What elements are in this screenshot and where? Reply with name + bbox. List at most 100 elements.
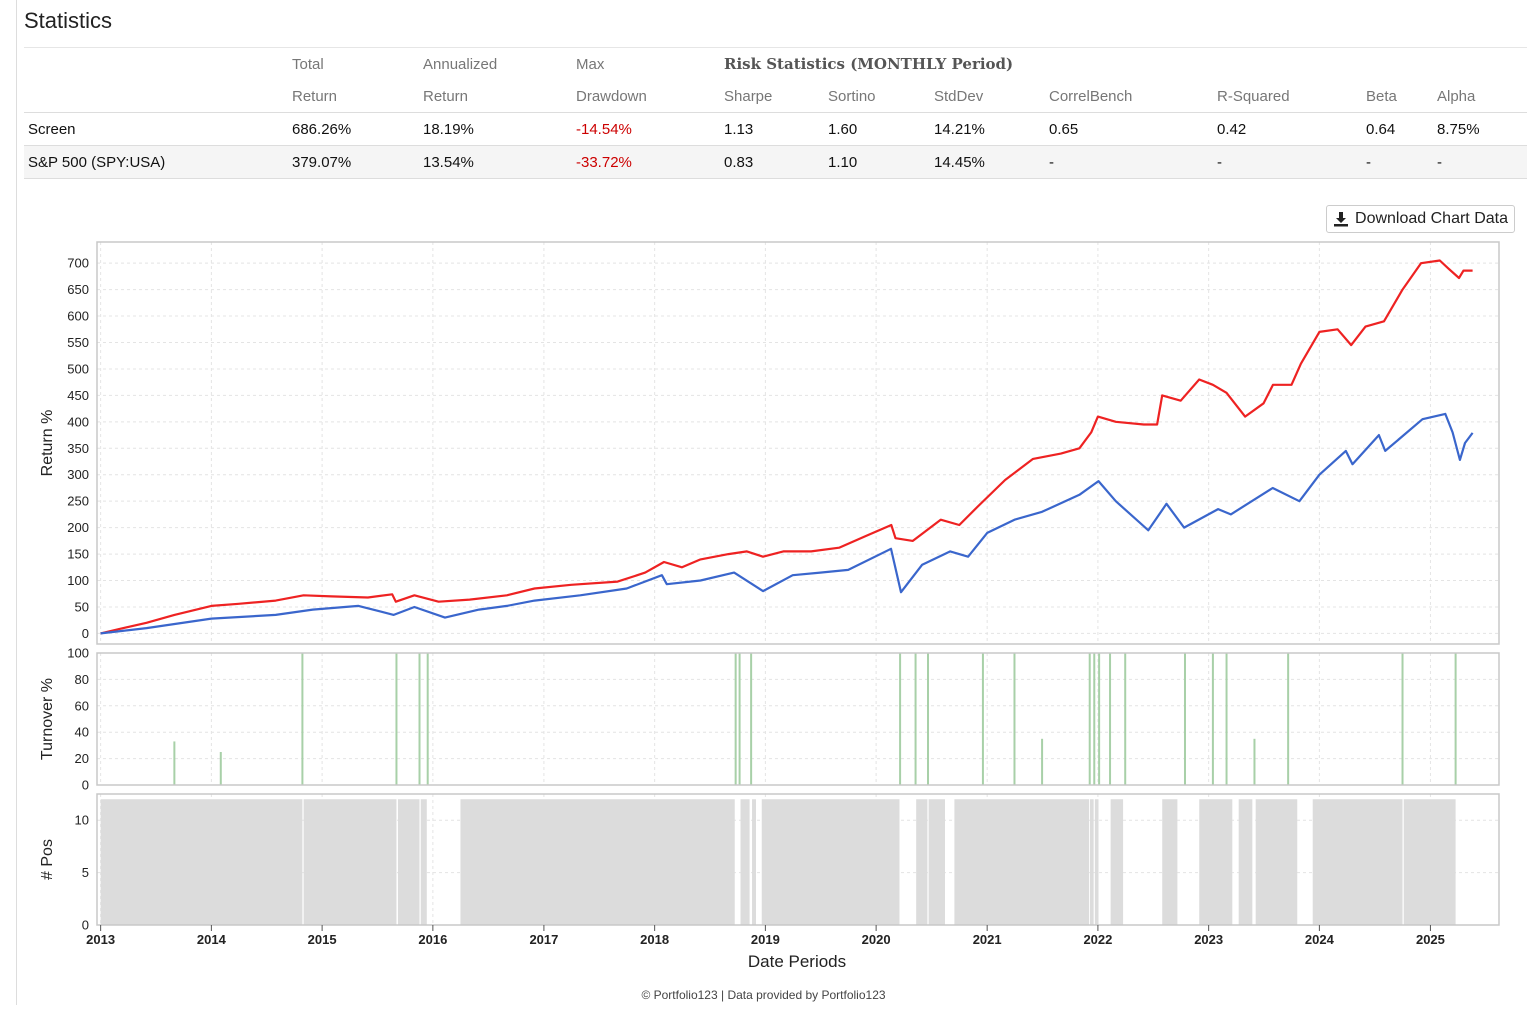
turnover-bar [1454,653,1457,785]
table-cell: - [1213,145,1362,179]
table-cell: 0.65 [1045,112,1213,146]
header-cell: Return [419,80,572,113]
header-cell: Sharpe [720,80,824,113]
turnover-bar [395,653,398,785]
y-tick-label: 20 [75,751,89,766]
turnover-bar [734,653,737,785]
positions-block [1110,799,1124,925]
y-tick-label: 450 [67,388,89,403]
table-cell: 0.42 [1213,112,1362,146]
table-cell: 14.21% [930,112,1045,146]
plot-frame [96,652,1500,786]
turnover-bar [1098,653,1101,785]
y-tick-label: 10 [75,813,89,828]
table-row: S&P 500 (SPY:USA) 379.07% 13.54% -33.72%… [24,145,1527,179]
table-cell: 1.13 [720,112,824,146]
positions-block [752,799,756,925]
y-tick-label: 40 [75,725,89,740]
table-cell: -33.72% [572,145,720,179]
turnover-bar [1093,653,1096,785]
positions-block [420,799,427,925]
positions-block [397,799,420,925]
turnover-bar [219,752,222,785]
y-tick-label: 350 [67,441,89,456]
risk-statistics-heading: Risk Statistics (MONTHLY Period) [720,47,1527,80]
x-tick-label: 2018 [640,932,669,947]
turnover-bar [899,653,902,785]
y-tick-label: 5 [82,865,89,880]
table-cell: -14.54% [572,112,720,146]
table-cell: 14.45% [930,145,1045,179]
turnover-bar [1041,738,1044,785]
y-tick-label: 600 [67,309,89,324]
y-axis-label: # Pos [39,839,56,880]
table-cell: - [1362,145,1433,179]
header-cell: R-Squared [1213,80,1362,113]
turnover-bar [418,653,421,785]
turnover-bar [1401,653,1404,785]
header-cell: Return [288,80,419,113]
positions-block [1312,799,1403,925]
turnover-bar [301,653,304,785]
statistics-table: Total Annualized Max Risk Statistics (MO… [24,47,1527,179]
x-tick-label: 2025 [1416,932,1445,947]
header-cell: CorrelBench [1045,80,1213,113]
header-cell: Annualized [419,47,572,80]
positions-block [761,799,900,925]
x-tick-label: 2014 [197,932,227,947]
positions-block [1238,799,1253,925]
y-tick-label: 60 [75,698,89,713]
table-cell: - [1045,145,1213,179]
header-cell [24,47,288,80]
plot-area-background [97,653,1499,785]
positions-block [100,799,303,925]
x-tick-label: 2015 [308,932,337,947]
positions-block [916,799,928,925]
turnover-bar [1211,653,1214,785]
y-tick-label: 0 [82,626,89,641]
row-label: S&P 500 (SPY:USA) [24,145,288,179]
y-tick-label: 0 [82,778,89,793]
x-tick-label: 2013 [86,932,115,947]
header-cell: Beta [1362,80,1433,113]
header-cell: StdDev [930,80,1045,113]
page-left-border [16,0,17,1005]
x-tick-label: 2017 [529,932,558,947]
download-icon [1334,212,1349,227]
y-axis-label: Turnover % [39,678,56,760]
turnover-bar [426,653,429,785]
table-cell: 1.10 [824,145,930,179]
positions-block [1090,799,1094,925]
y-tick-label: 200 [67,520,89,535]
turnover-bar [1183,653,1186,785]
x-axis-label: Date Periods [748,952,846,971]
table-header-row-1: Total Annualized Max Risk Statistics (MO… [24,47,1527,80]
x-tick-label: 2024 [1305,932,1335,947]
positions-block [1403,799,1456,925]
turnover-bar [1109,653,1112,785]
screen-return-line [100,259,1473,635]
header-cell: Drawdown [572,80,720,113]
page-title: Statistics [24,8,113,33]
table-cell: - [1433,145,1527,179]
y-tick-label: 650 [67,282,89,297]
table-cell: 379.07% [288,145,419,179]
x-tick-label: 2023 [1194,932,1223,947]
header-cell: Total [288,47,419,80]
positions-block [928,799,945,925]
turnover-bar [1287,653,1290,785]
x-tick-label: 2020 [862,932,891,947]
plot-frame [96,241,1500,645]
y-tick-label: 50 [75,599,89,614]
y-tick-label: 100 [67,573,89,588]
y-tick-label: 150 [67,547,89,562]
turnover-bar [750,653,753,785]
turnover-bar [914,653,917,785]
y-tick-label: 400 [67,414,89,429]
turnover-bar [173,741,176,785]
header-cell: Max [572,47,720,80]
y-axis-label: Return % [39,410,56,477]
download-chart-data-button[interactable]: Download Chart Data [1326,205,1515,233]
y-tick-label: 300 [67,467,89,482]
